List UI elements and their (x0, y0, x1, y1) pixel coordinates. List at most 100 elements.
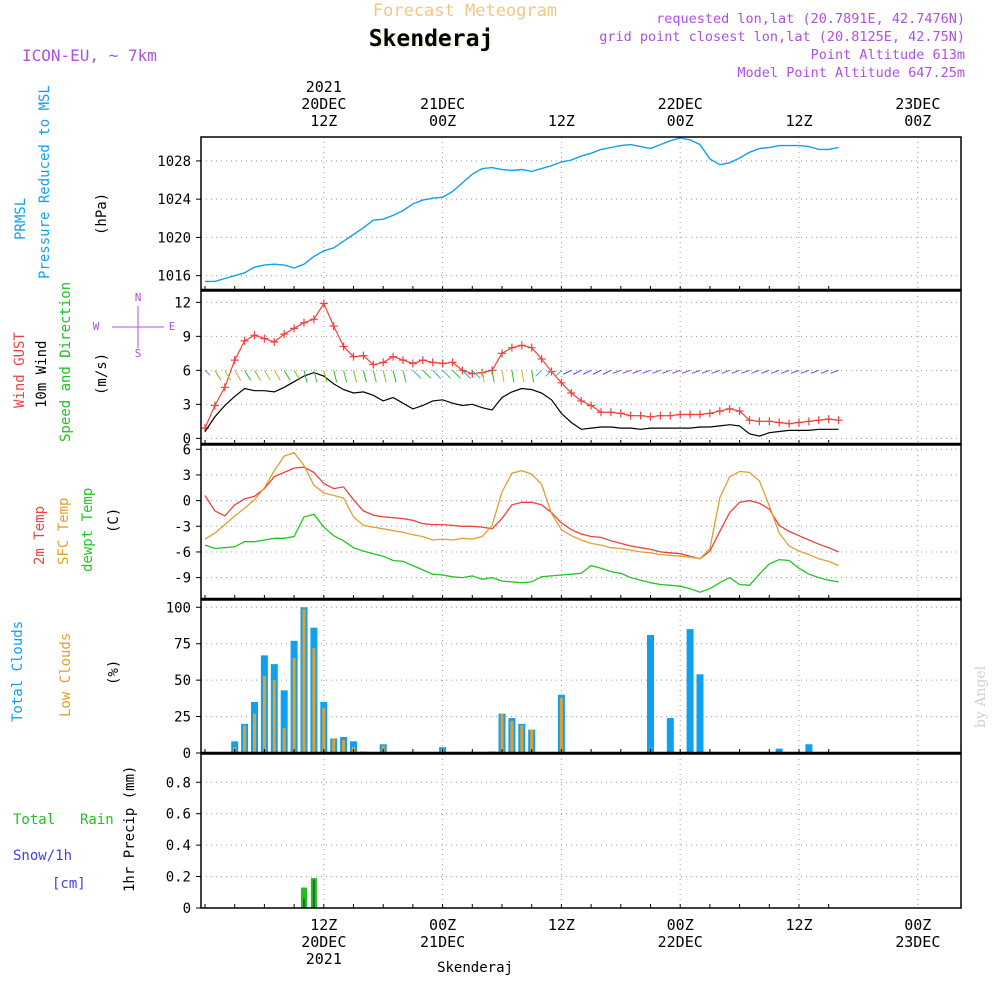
low-clouds-bar (282, 728, 286, 753)
total-clouds-bar (775, 748, 783, 753)
low-clouds-bar (302, 608, 306, 753)
wind-direction-arrow (531, 370, 535, 383)
low-clouds-bar (332, 738, 336, 753)
temperature-y-tick-label: -6 (174, 545, 191, 561)
temperature-y-tick-label: -3 (174, 519, 191, 535)
temperature-y-tick-label: -9 (174, 571, 191, 587)
low-clouds-bar (312, 648, 316, 753)
gust-point (696, 410, 704, 419)
prmsl-label: PRMSL (13, 198, 29, 240)
total-clouds-bar (696, 674, 704, 753)
gust-point (636, 411, 645, 420)
low-clouds-bar (243, 725, 247, 753)
low-clouds-label: Low Clouds (58, 633, 74, 717)
gust-point (814, 416, 823, 425)
gust-point (587, 401, 596, 410)
gust-point (795, 418, 803, 427)
model-label: ICON-EU, ~ 7km (22, 46, 157, 65)
gust-point (666, 411, 675, 420)
gust-point (389, 352, 398, 361)
wind-y-tick-label: 9 (183, 329, 191, 345)
wind-direction-arrow (313, 370, 318, 383)
meteogram-title: Forecast Meteogram (373, 1, 557, 21)
wind-direction-arrow (273, 370, 281, 381)
total-clouds-bar (805, 744, 813, 753)
top-time-label: 00Z (429, 112, 456, 130)
temp-sfc-line (204, 451, 839, 567)
gust-point (507, 343, 516, 352)
wind-speed-line (204, 371, 839, 437)
bottom-time-label: 21DEC (420, 933, 465, 951)
wind-direction-arrow (392, 370, 397, 383)
wind-direction-arrow (731, 369, 740, 374)
bottom-time-label: 12Z (785, 916, 812, 934)
total-clouds-bar (686, 629, 694, 753)
temperature-y-tick-label: 0 (183, 494, 191, 510)
wind-direction-arrow (382, 370, 387, 383)
top-time-label: 12Z (785, 112, 812, 130)
gust-point (270, 338, 279, 346)
prmsl-line (205, 137, 839, 283)
wind-direction-arrow (412, 369, 422, 379)
wind-direction-arrow (800, 369, 810, 374)
gust-point (735, 407, 744, 416)
gust-point (379, 358, 388, 367)
wind-direction-arrow (711, 369, 720, 374)
temp-label: 2m Temp (32, 506, 48, 565)
wind-direction-arrow (721, 369, 730, 374)
wind-direction-arrow (244, 370, 252, 381)
snow-label: Snow/1h (13, 848, 72, 864)
gust-point (309, 315, 318, 324)
wind-direction-arrow (224, 370, 232, 381)
wind-direction-arrow (462, 369, 471, 379)
gust-point (240, 336, 249, 345)
low-clouds-bar (510, 720, 514, 753)
gust-point (369, 360, 378, 369)
wind-direction-arrow (432, 369, 442, 379)
total-clouds-bar (666, 718, 674, 753)
model-point-altitude: Model Point Altitude 647.25m (737, 65, 965, 81)
compass-east: E (169, 320, 176, 333)
wind-direction-arrow (214, 370, 222, 381)
gust-point (329, 322, 338, 331)
top-time-label: 12Z (310, 112, 337, 130)
gust-point (230, 356, 239, 365)
precip-y-tick-label: 0.6 (166, 807, 191, 823)
wind-direction-arrow (642, 369, 651, 374)
temp-2m-line (204, 466, 839, 560)
direction-label: Speed and Direction (58, 282, 74, 442)
total-clouds-label: Total Clouds (10, 621, 26, 722)
low-clouds-bar (292, 658, 296, 753)
low-clouds-bar (530, 729, 534, 753)
gust-point (527, 343, 536, 352)
pressure-y-tick-label: 1020 (157, 230, 191, 246)
gust-point (300, 318, 308, 327)
total-rain-label-b: Rain (80, 812, 114, 828)
sfc-temp-label: SFC Temp (56, 498, 72, 565)
bottom-time-label: 23DEC (895, 933, 940, 951)
gust-point (359, 351, 368, 360)
wind-direction-arrow (790, 369, 800, 374)
wind-direction-arrow (672, 369, 681, 374)
frame-layer (200, 136, 962, 909)
wind-direction-arrow (622, 369, 631, 374)
wind-direction-arrow (254, 370, 261, 381)
gust-point (606, 408, 615, 417)
wind-direction-arrow (820, 369, 829, 374)
location-title-shadow: Skenderaj (371, 28, 496, 54)
requested-coordinates: requested lon,lat (20.7891E, 42.7476N) (656, 11, 965, 27)
point-altitude: Point Altitude 613m (811, 47, 965, 63)
gust-point (408, 359, 417, 368)
gust-point (616, 409, 625, 418)
top-time-label: 00Z (667, 112, 694, 130)
compass-north: N (135, 291, 142, 304)
top-time-label: 12Z (548, 112, 575, 130)
gust-point (577, 396, 586, 405)
wind-direction-arrow (555, 369, 562, 377)
precip-y-tick-label: 0.2 (166, 870, 191, 886)
gust-point (250, 331, 259, 340)
wind-direction-arrow (602, 369, 612, 375)
wind-direction-arrow (780, 369, 790, 374)
gust-point (498, 349, 506, 358)
